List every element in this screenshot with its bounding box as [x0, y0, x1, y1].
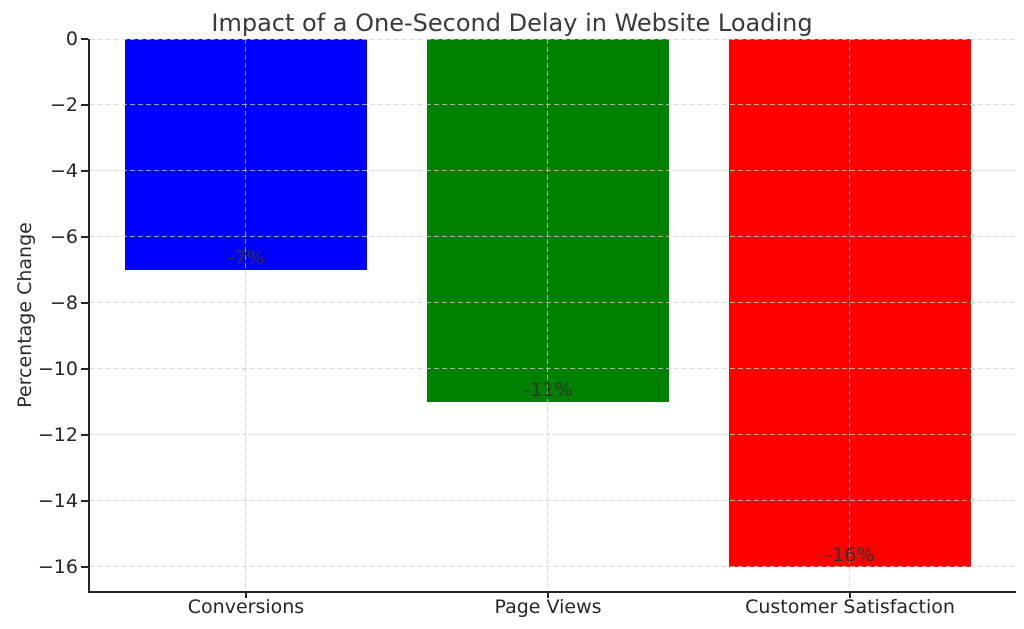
- x-tick-mark: [547, 593, 549, 598]
- y-tick-mark: [81, 302, 88, 304]
- y-tick-mark: [81, 500, 88, 502]
- y-tick-mark: [81, 170, 88, 172]
- x-tick-mark: [849, 593, 851, 598]
- v-gridline: [547, 39, 548, 591]
- bar-customer-satisfaction: [729, 39, 971, 567]
- y-tick-label: −2: [49, 94, 78, 116]
- h-gridline: [90, 39, 1016, 40]
- bars-layer: [90, 39, 1016, 591]
- y-tick-mark: [81, 104, 88, 106]
- chart-title: Impact of a One-Second Delay in Website …: [211, 9, 813, 37]
- y-tick-label: −8: [49, 292, 78, 314]
- x-category-label-page-views: Page Views: [494, 596, 602, 618]
- h-gridline: [90, 368, 1016, 369]
- y-tick-mark: [81, 236, 88, 238]
- bar-value-labels-layer: -7% -11% -16%: [90, 39, 1016, 591]
- grid-layer: [90, 39, 1016, 591]
- y-tick-label: −4: [49, 160, 78, 182]
- h-gridline: [90, 566, 1016, 567]
- y-tick-mark: [81, 368, 88, 370]
- bar-value-label: -11%: [523, 379, 573, 401]
- x-category-label-conversions: Conversions: [187, 596, 305, 618]
- h-gridline: [90, 500, 1016, 501]
- bar-conversions: [125, 39, 367, 270]
- h-gridline: [90, 104, 1016, 105]
- h-gridline: [90, 170, 1016, 171]
- y-tick-label: −12: [37, 424, 78, 446]
- h-gridline: [90, 236, 1016, 237]
- bar-value-label: -7%: [227, 247, 265, 269]
- y-tick-label: −14: [37, 490, 78, 512]
- bar-value-label: -16%: [825, 544, 875, 566]
- y-tick-mark: [81, 434, 88, 436]
- h-gridline: [90, 434, 1016, 435]
- y-tick-label: −16: [37, 556, 78, 578]
- h-gridline: [90, 302, 1016, 303]
- x-tick-mark: [245, 593, 247, 598]
- y-tick-mark: [81, 38, 88, 40]
- x-category-label-customer-satisfaction: Customer Satisfaction: [745, 596, 955, 618]
- plot-area: -7% -11% -16%: [88, 39, 1016, 593]
- y-tick-label: −6: [49, 226, 78, 248]
- bar-page-views: [427, 39, 669, 402]
- y-tick-mark: [81, 566, 88, 568]
- v-gridline: [245, 39, 246, 591]
- y-tick-label: −10: [37, 358, 78, 380]
- y-tick-label: 0: [65, 28, 78, 50]
- v-gridline: [849, 39, 850, 591]
